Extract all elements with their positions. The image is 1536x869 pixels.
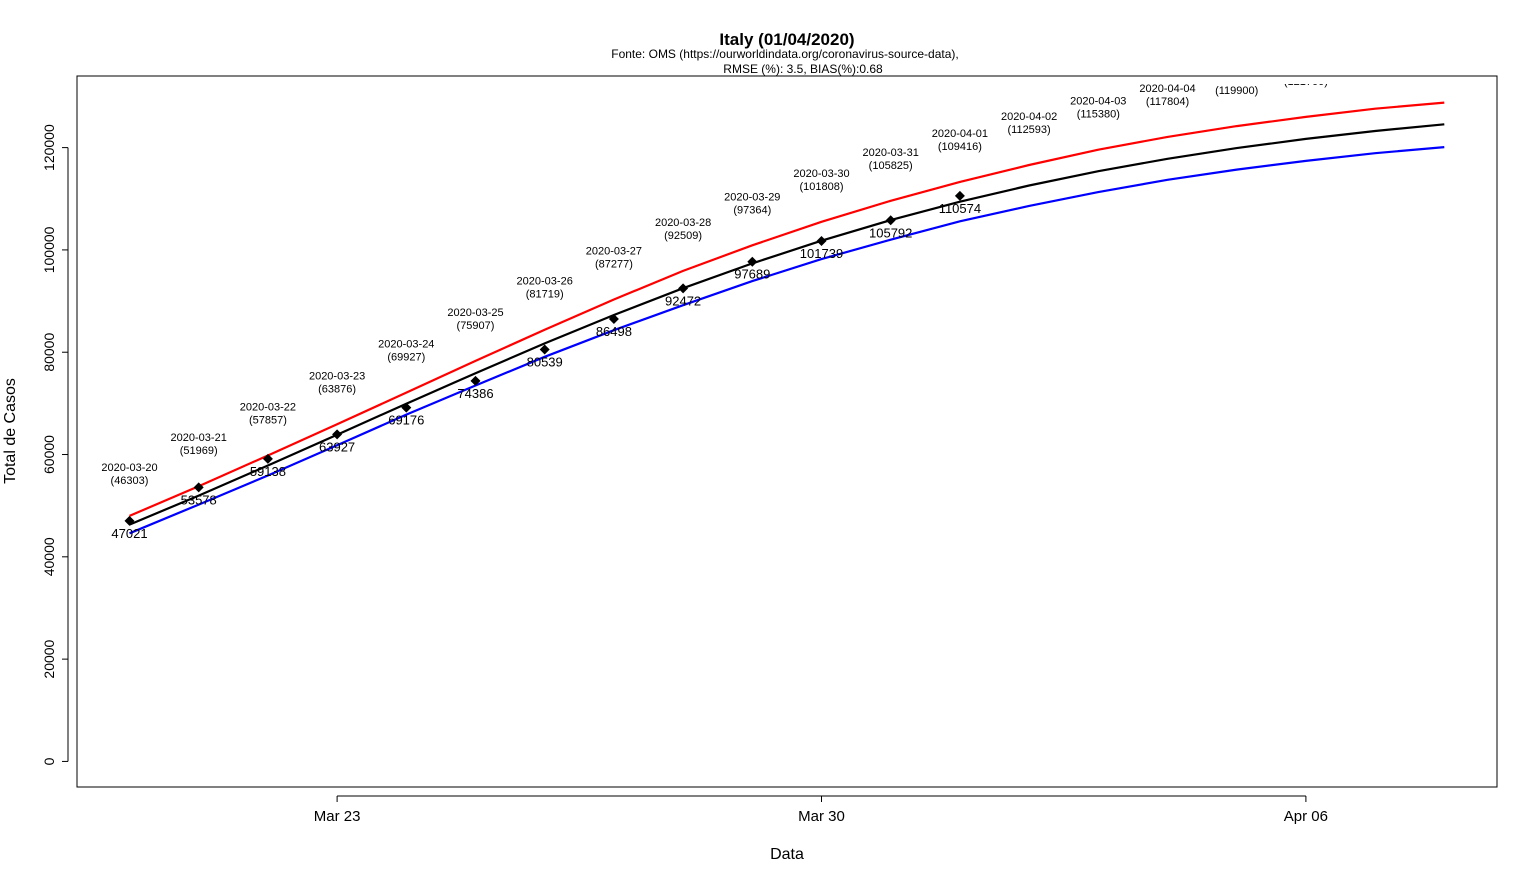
annotation-value: (123240) <box>1353 68 1397 80</box>
observed-value-label: 105792 <box>869 225 912 240</box>
observed-points <box>124 190 965 526</box>
observed-labels: 47021 53578 59138 63927 69176 74386 80539 86498… <box>111 201 981 541</box>
observed-value-label: 69176 <box>388 413 424 428</box>
observed-value-label: 74386 <box>457 386 493 401</box>
annotation-date: 2020-04-04 <box>1139 83 1195 95</box>
annotation-value: (119900) <box>1215 85 1258 97</box>
observed-point <box>401 402 412 413</box>
annotation-date: 2020-03-21 <box>171 432 227 444</box>
series-lines <box>129 101 1445 535</box>
series-line-3 <box>129 146 1445 535</box>
observed-point <box>470 375 481 386</box>
annotation-value: (121700) <box>1284 76 1328 88</box>
annotation-value: (115380) <box>1077 109 1120 121</box>
observed-point <box>124 515 135 526</box>
observed-point <box>747 256 758 267</box>
annotation-date: 2020-04-02 <box>1001 111 1057 123</box>
observed-point <box>262 453 273 464</box>
annotation-date: 2020-04-01 <box>932 128 988 140</box>
x-tick-label: Apr 06 <box>1284 808 1328 825</box>
y-axis: 0 20000 40000 60000 80000 100000 120000 <box>41 124 69 765</box>
annotation-value: (57857) <box>249 415 287 427</box>
observed-value-label: 80539 <box>527 354 563 369</box>
y-tick-label: 100000 <box>41 226 57 273</box>
chart-title: Italy (01/04/2020) <box>719 30 854 49</box>
chart-subtitle-line-1: Fonte: OMS (https://ourworldindata.org/c… <box>611 47 958 61</box>
annotation-date: 2020-03-27 <box>586 246 642 258</box>
annotation-date: 2020-03-23 <box>309 370 365 382</box>
observed-value-label: 59138 <box>250 464 286 479</box>
annotation-date: 2020-03-30 <box>793 168 849 180</box>
chart-subtitle-line-2: RMSE (%): 3.5, BIAS(%):0.68 <box>723 62 883 76</box>
y-tick-label: 20000 <box>41 639 57 678</box>
observed-point <box>954 190 965 201</box>
date-annotations: 2020-03-20(46303) 2020-03-21(51969) 2020-0… <box>101 49 1472 487</box>
series-line-1 <box>129 101 1445 517</box>
x-axis: Mar 23 Mar 30 Apr 06 <box>314 795 1328 825</box>
annotation-date: 2020-03-26 <box>517 276 573 288</box>
annotation-value: (75907) <box>457 320 495 332</box>
annotation-value: (105825) <box>869 160 913 172</box>
observed-value-label: 92472 <box>665 293 701 308</box>
annotation-value: (117804) <box>1146 96 1189 108</box>
annotation-value: (81719) <box>526 289 564 301</box>
observed-point <box>332 429 343 440</box>
annotation-date: 2020-04-03 <box>1070 96 1126 108</box>
x-tick-label: Mar 23 <box>314 808 361 825</box>
annotation-value: (109416) <box>938 141 982 153</box>
plot-frame <box>76 75 1498 788</box>
annotation-date: 2020-03-22 <box>240 402 296 414</box>
observed-point <box>678 283 689 294</box>
annotation-value: (69927) <box>387 352 425 364</box>
observed-point <box>193 482 204 493</box>
observed-point <box>816 236 827 247</box>
annotation-date: 2020-03-24 <box>378 339 434 351</box>
observed-point <box>608 313 619 324</box>
annotation-date: 2020-03-28 <box>655 217 711 229</box>
annotation-value: (51969) <box>180 445 218 457</box>
annotation-date: 2020-04-05 <box>1209 72 1265 84</box>
annotation-date: 2020-04-06 <box>1278 63 1334 75</box>
x-tick-label: Mar 30 <box>798 808 845 825</box>
observed-value-label: 63927 <box>319 439 355 454</box>
y-tick-label: 40000 <box>41 537 57 576</box>
annotation-date: 2020-04-08 <box>1416 49 1472 61</box>
annotation-value: (97364) <box>733 204 771 216</box>
observed-value-label: 47021 <box>111 526 147 541</box>
annotation-date: 2020-03-20 <box>101 462 157 474</box>
observed-point <box>539 344 550 355</box>
annotation-date: 2020-04-07 <box>1347 55 1403 67</box>
annotation-value: (63876) <box>318 383 356 395</box>
annotation-date: 2020-03-29 <box>724 191 780 203</box>
annotation-value: (124550) <box>1422 62 1466 74</box>
series-line-2 <box>129 123 1445 526</box>
observed-value-label: 110574 <box>939 201 981 216</box>
y-tick-label: 80000 <box>41 333 57 372</box>
observed-point <box>885 215 896 226</box>
y-tick-label: 120000 <box>41 124 57 171</box>
y-tick-label: 0 <box>41 757 57 765</box>
observed-value-label: 86498 <box>596 324 632 339</box>
x-axis-label: Data <box>770 846 804 863</box>
annotation-value: (46303) <box>111 475 149 487</box>
annotation-date: 2020-03-25 <box>447 307 503 319</box>
observed-value-label: 53578 <box>181 492 217 507</box>
annotation-value: (101808) <box>799 181 843 193</box>
annotation-date: 2020-03-31 <box>863 147 919 159</box>
annotation-value: (112593) <box>1007 124 1050 136</box>
observed-value-label: 97689 <box>734 267 770 282</box>
y-tick-label: 60000 <box>41 435 57 474</box>
y-axis-label: Total de Casos <box>2 378 19 484</box>
observed-value-label: 101739 <box>800 246 843 261</box>
annotation-value: (92509) <box>664 230 702 242</box>
annotation-value: (87277) <box>595 259 633 271</box>
